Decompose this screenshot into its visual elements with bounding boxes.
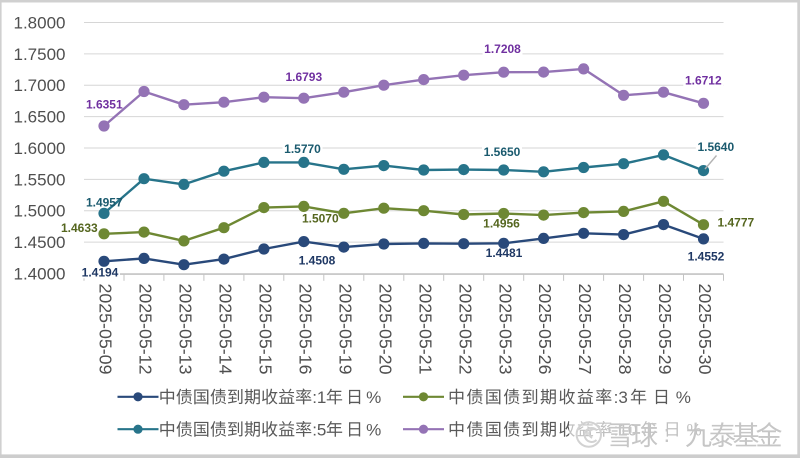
svg-text:1.5640: 1.5640	[697, 140, 734, 154]
svg-text:1.4508: 1.4508	[299, 254, 336, 268]
svg-text:1.4481: 1.4481	[486, 246, 523, 260]
svg-text:1.6500: 1.6500	[14, 108, 66, 127]
svg-text:2025-05-13: 2025-05-13	[176, 284, 196, 375]
svg-text:2025-05-27: 2025-05-27	[575, 284, 595, 375]
svg-text:1.6793: 1.6793	[285, 70, 322, 84]
svg-text:1.7500: 1.7500	[14, 45, 66, 64]
svg-text:2025-05-28: 2025-05-28	[615, 284, 635, 375]
svg-text:1.4552: 1.4552	[688, 250, 725, 264]
svg-text:1.4957: 1.4957	[86, 195, 123, 209]
svg-text:1.6000: 1.6000	[14, 139, 66, 158]
svg-text:2025-05-26: 2025-05-26	[535, 284, 555, 375]
svg-text:1.4194: 1.4194	[82, 266, 119, 280]
svg-text:%: %	[366, 420, 381, 439]
svg-text::1: :1	[312, 388, 326, 407]
svg-text:2025-05-21: 2025-05-21	[415, 284, 435, 375]
svg-text:2025-05-23: 2025-05-23	[495, 284, 515, 375]
svg-text:1.8000: 1.8000	[14, 14, 66, 33]
svg-text:2025-05-20: 2025-05-20	[375, 284, 395, 375]
svg-text::: :	[664, 421, 671, 448]
svg-text:1.4956: 1.4956	[483, 217, 520, 231]
svg-text:2025-05-12: 2025-05-12	[136, 284, 156, 375]
svg-text:1.6351: 1.6351	[86, 98, 123, 112]
svg-text:1.4000: 1.4000	[14, 265, 66, 284]
svg-text::3: :3	[614, 388, 628, 407]
svg-text:1.7208: 1.7208	[484, 42, 521, 56]
svg-text:2025-05-15: 2025-05-15	[256, 284, 276, 375]
svg-text:2025-05-22: 2025-05-22	[455, 284, 475, 375]
svg-text:2025-05-19: 2025-05-19	[335, 284, 355, 375]
svg-text:1.5070: 1.5070	[302, 212, 339, 226]
svg-text:2025-05-29: 2025-05-29	[655, 284, 675, 375]
svg-text::5: :5	[312, 420, 326, 439]
svg-text:2025-05-16: 2025-05-16	[295, 284, 315, 375]
svg-text:1.5770: 1.5770	[284, 142, 321, 156]
svg-text:1.7000: 1.7000	[14, 76, 66, 95]
svg-text:%: %	[366, 388, 381, 407]
svg-text:1.4500: 1.4500	[14, 233, 66, 252]
svg-text:1.4777: 1.4777	[718, 216, 755, 230]
svg-text:1.5000: 1.5000	[14, 202, 66, 221]
svg-text:1.5500: 1.5500	[14, 170, 66, 189]
svg-text:1.5650: 1.5650	[484, 145, 521, 159]
svg-text:1.6712: 1.6712	[685, 74, 722, 88]
svg-text:2025-05-30: 2025-05-30	[695, 284, 715, 375]
svg-text:1.4633: 1.4633	[61, 221, 98, 235]
svg-text:%: %	[676, 388, 691, 407]
svg-text:2025-05-09: 2025-05-09	[96, 284, 116, 375]
svg-text:2025-05-14: 2025-05-14	[216, 284, 236, 375]
